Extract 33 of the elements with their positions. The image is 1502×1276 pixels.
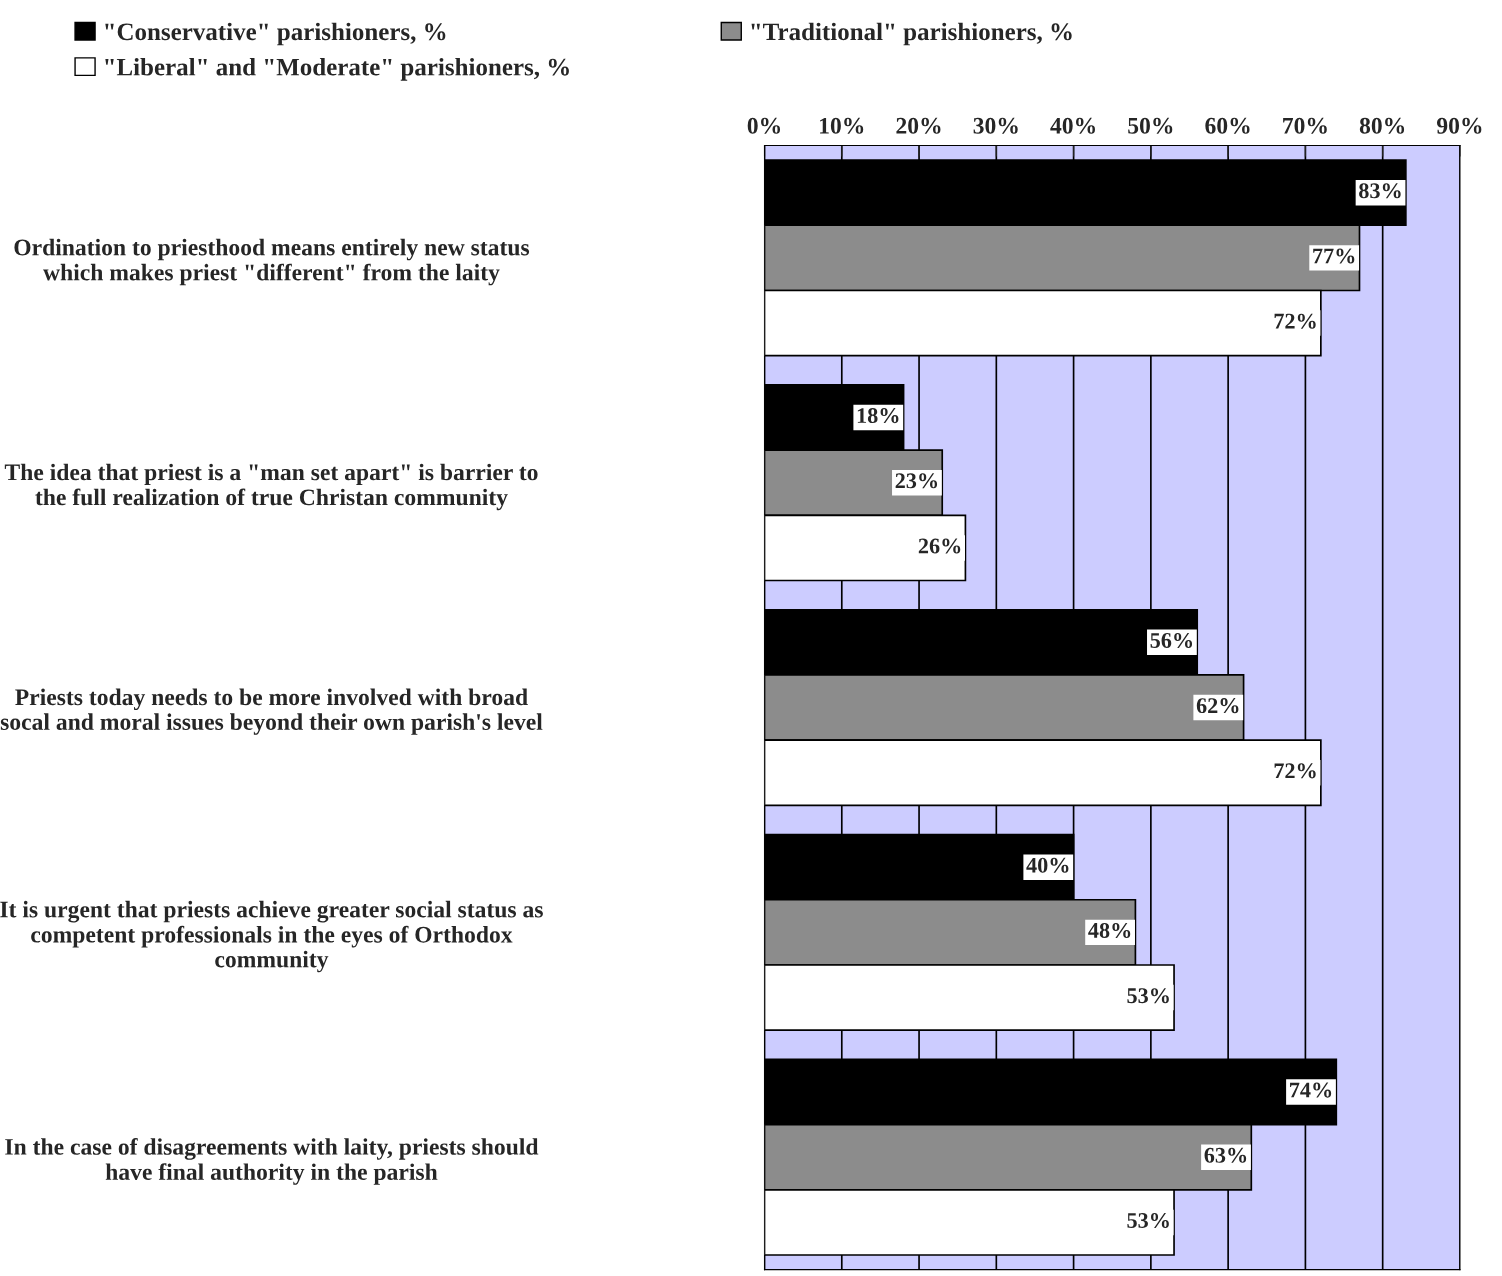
legend-label: "Traditional" parishioners, % [751,22,1072,46]
data-label: 53% [1127,1212,1169,1229]
x2-tick-label: 90% [1436,117,1482,134]
data-label: 63% [1204,1147,1247,1163]
legend-label: "Liberal" and "Moderate" parishioners, % [105,57,569,81]
data-label: 83% [1359,183,1401,199]
data-label: 26% [918,538,961,554]
y-tick-label: The idea that priest is a "man set apart" is barrier to the full realization of true Christan community [4,463,538,511]
data-label: 40% [1026,857,1069,873]
y-tick-label: In the case of disagreements with laity, priests should have final authority in the parish [5,1137,539,1185]
x2-tick-label: 70% [1283,117,1327,134]
data-label: 18% [857,408,899,424]
data-label: 56% [1150,632,1193,648]
x2-tick-label: 30% [973,117,1018,134]
y-tick-label: Priests today needs to be more involved with broad socal and moral issues beyond their own parish's level [0,688,543,735]
x2-tick-label: 60% [1205,117,1250,134]
x2-tick-label: 40% [1050,117,1095,134]
data-label: 77% [1313,248,1355,264]
x2-tick-label: 80% [1359,117,1405,134]
x2-tick-label: 10% [820,117,864,134]
x2-tick-label: 50% [1128,117,1173,134]
x2-tick-label: 20% [896,117,941,134]
x2-tick-label: 0% [747,117,781,134]
data-label: 72% [1274,763,1316,779]
y-tick-label: It is urgent that priests achieve greater social status as competent professionals in the eyes of Orthodox community [0,900,543,973]
data-label: 62% [1196,698,1239,714]
data-label: 48% [1088,922,1131,939]
data-label: 53% [1127,988,1169,1004]
data-label: 23% [895,473,938,489]
data-label: 72% [1274,313,1316,329]
data-label: 74% [1290,1082,1332,1098]
legend-label: "Conservative" parishioners, % [105,22,446,46]
y-tick-label: Ordination to priesthood means entirely new status which makes priest "different" from the laity [14,238,530,286]
